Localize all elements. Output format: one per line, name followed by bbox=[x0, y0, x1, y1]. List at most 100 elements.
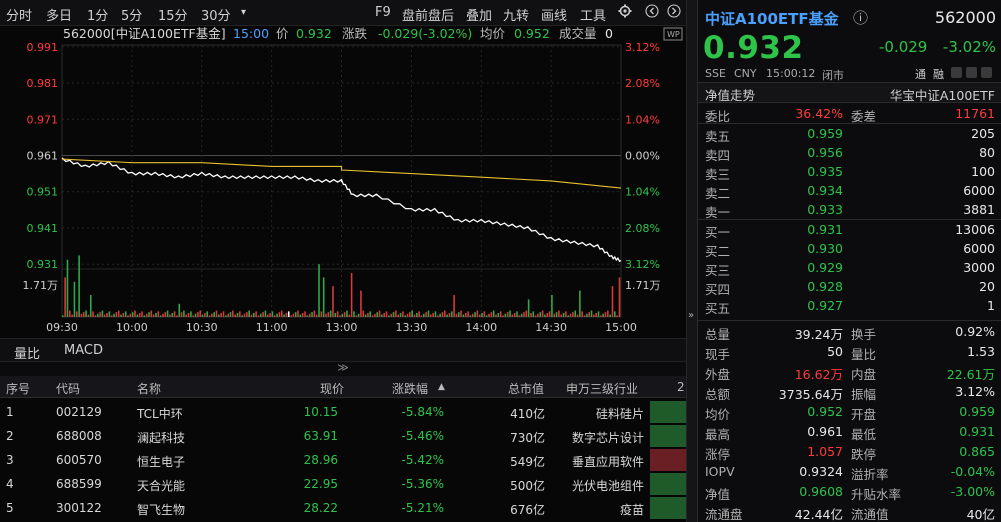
collapse-toggle-icon[interactable]: ≫ bbox=[0, 362, 686, 376]
volume-bar bbox=[325, 313, 327, 317]
volume-bar bbox=[199, 310, 202, 317]
tab-macd[interactable]: MACD bbox=[64, 343, 103, 358]
col-header-cap[interactable]: 总市值 bbox=[508, 382, 545, 396]
asks-row[interactable]: 卖二 0.934 6000 bbox=[698, 181, 1001, 201]
volume-bar bbox=[590, 310, 593, 317]
asks-row[interactable]: 卖五 0.959 205 bbox=[698, 124, 1001, 144]
intraday-chart[interactable]: 0.991 3.12% 0.981 2.08% 0.971 1.04% 0.961 0.00%… bbox=[0, 26, 686, 338]
chart-info-price-label: 价 bbox=[276, 26, 289, 41]
cell-no: 1 bbox=[6, 405, 14, 419]
col-header-code[interactable]: 代码 bbox=[56, 382, 81, 396]
col-header-no[interactable]: 序号 bbox=[6, 382, 31, 396]
volume-bar bbox=[148, 312, 150, 317]
volume-bar bbox=[92, 311, 94, 317]
bids-vol: 1 bbox=[987, 298, 995, 313]
volume-bar bbox=[150, 310, 153, 317]
nine-turn-button[interactable]: 九转 bbox=[503, 9, 530, 24]
col-header-name[interactable]: 名称 bbox=[137, 382, 162, 396]
volume-bar bbox=[453, 295, 455, 317]
weibi-row: 委比 36.42% 委差 11761 bbox=[698, 104, 1001, 124]
tools-button[interactable]: 工具 bbox=[580, 9, 607, 24]
table-row[interactable]: 3 600570 恒生电子 28.96 -5.42% 549亿 垂直应用软件 bbox=[0, 448, 686, 472]
period-tab-multiday[interactable]: 多日 bbox=[46, 9, 73, 24]
bids-row[interactable]: 买三 0.929 3000 bbox=[698, 258, 1001, 278]
volume-bar bbox=[488, 313, 490, 317]
volume-bar bbox=[502, 315, 504, 317]
col-header-industry[interactable]: 申万三级行业 bbox=[566, 382, 639, 396]
table-row[interactable]: 1 002129 TCL中环 10.15 -5.84% 410亿 硅料硅片 bbox=[0, 400, 686, 424]
nav-trend-row[interactable]: 净值走势 华宝中证A100ETF bbox=[698, 83, 1001, 103]
volume-bar bbox=[450, 311, 453, 317]
period-tab-minute[interactable]: 分时 bbox=[6, 9, 33, 24]
stat-l2: 开盘 bbox=[851, 407, 877, 422]
volume-bar bbox=[313, 310, 316, 317]
stat-l2: 升贴水率 bbox=[851, 487, 902, 502]
asks-row[interactable]: 卖一 0.933 3881 bbox=[698, 200, 1001, 220]
intraday-chart-svg[interactable]: 0.991 3.12% 0.981 2.08% 0.971 1.04% 0.961 0.00%… bbox=[0, 26, 686, 338]
stat-l2: 流通值 bbox=[851, 507, 889, 522]
more-periods-icon[interactable]: ▾ bbox=[241, 7, 247, 18]
period-tab-15min[interactable]: 15分 bbox=[158, 9, 188, 24]
cell-code: 300122 bbox=[56, 501, 102, 515]
bids-row[interactable]: 买五 0.927 1 bbox=[698, 296, 1001, 316]
f9-button[interactable]: F9 bbox=[375, 5, 391, 20]
volume-bar bbox=[206, 311, 209, 317]
expand-chevron-icon[interactable]: » bbox=[688, 310, 695, 321]
x-tick: 14:30 bbox=[535, 321, 567, 334]
volume-bar bbox=[462, 314, 465, 317]
volume-bar bbox=[122, 312, 125, 317]
sort-asc-icon[interactable]: ▲ bbox=[438, 382, 445, 392]
stat-l1: 流通盘 bbox=[705, 507, 743, 522]
col-header-more[interactable]: 2 bbox=[677, 380, 685, 394]
currency-label: CNY bbox=[734, 67, 757, 80]
tab-volume-ratio[interactable]: 量比 bbox=[14, 347, 41, 362]
volume-bar bbox=[439, 313, 441, 317]
period-tab-1min[interactable]: 1分 bbox=[87, 9, 109, 24]
stat-row: 最高 0.961 最低 0.931 bbox=[698, 422, 1001, 442]
panel-divider[interactable]: » bbox=[686, 0, 697, 522]
stat-row: IOPV 0.9324 溢折率 -0.04% bbox=[698, 462, 1001, 482]
bids-row[interactable]: 买四 0.928 20 bbox=[698, 277, 1001, 297]
x-tick: 13:30 bbox=[396, 321, 428, 334]
menu-icon[interactable] bbox=[981, 67, 992, 78]
table-row[interactable]: 4 688599 天合光能 22.95 -5.36% 500亿 光伏电池组件 bbox=[0, 472, 686, 496]
bids-row[interactable]: 买二 0.930 6000 bbox=[698, 239, 1001, 259]
asks-row[interactable]: 卖四 0.956 80 bbox=[698, 143, 1001, 163]
draw-line-button[interactable]: 画线 bbox=[541, 9, 568, 24]
volume-bar bbox=[492, 310, 495, 317]
cell-cap: 549亿 bbox=[510, 455, 545, 469]
volume-bar bbox=[85, 310, 87, 317]
cell-name: 天合光能 bbox=[137, 479, 186, 493]
table-row[interactable]: 5 300122 智飞生物 28.22 -5.21% 676亿 疫苗 bbox=[0, 496, 686, 520]
chevron-right-icon[interactable] bbox=[667, 4, 681, 22]
info-icon[interactable]: ⓘ bbox=[853, 9, 869, 27]
volume-bar bbox=[497, 312, 500, 317]
col-header-change[interactable]: 涨跌幅 bbox=[392, 382, 429, 396]
volume-bar bbox=[94, 315, 97, 317]
period-tab-5min[interactable]: 5分 bbox=[121, 9, 143, 24]
table-row[interactable]: 2 688008 澜起科技 63.91 -5.46% 730亿 数字芯片设计 bbox=[0, 424, 686, 448]
volume-bar bbox=[280, 310, 283, 317]
volume-bar bbox=[220, 312, 222, 317]
volume-bar bbox=[155, 312, 157, 317]
period-tab-30min[interactable]: 30分 bbox=[201, 9, 231, 24]
pre-post-market-button[interactable]: 盘前盘后 bbox=[402, 9, 455, 24]
chevron-left-icon[interactable] bbox=[645, 4, 659, 22]
asks-row[interactable]: 卖三 0.935 100 bbox=[698, 162, 1001, 182]
cell-no: 4 bbox=[6, 477, 14, 491]
volume-bar bbox=[367, 312, 369, 317]
pencil-icon[interactable] bbox=[951, 67, 962, 78]
overlay-button[interactable]: 叠加 bbox=[466, 9, 493, 24]
last-price: 0.932 bbox=[703, 30, 804, 66]
chart-info-change: -0.029(-3.02%) bbox=[378, 26, 472, 41]
gear-icon[interactable] bbox=[618, 4, 632, 22]
issuer-name: 华宝中证A100ETF bbox=[889, 88, 995, 103]
stat-row: 总额 3735.64万 振幅 3.12% bbox=[698, 382, 1001, 402]
bids-row[interactable]: 买一 0.931 13006 bbox=[698, 220, 1001, 240]
nav-trend-link[interactable]: 净值走势 bbox=[705, 88, 756, 103]
col-header-price[interactable]: 现价 bbox=[320, 382, 345, 396]
share-icon[interactable] bbox=[966, 67, 977, 78]
volume-bar bbox=[329, 310, 332, 317]
volume-bar bbox=[460, 310, 462, 317]
volume-bar bbox=[432, 312, 434, 317]
